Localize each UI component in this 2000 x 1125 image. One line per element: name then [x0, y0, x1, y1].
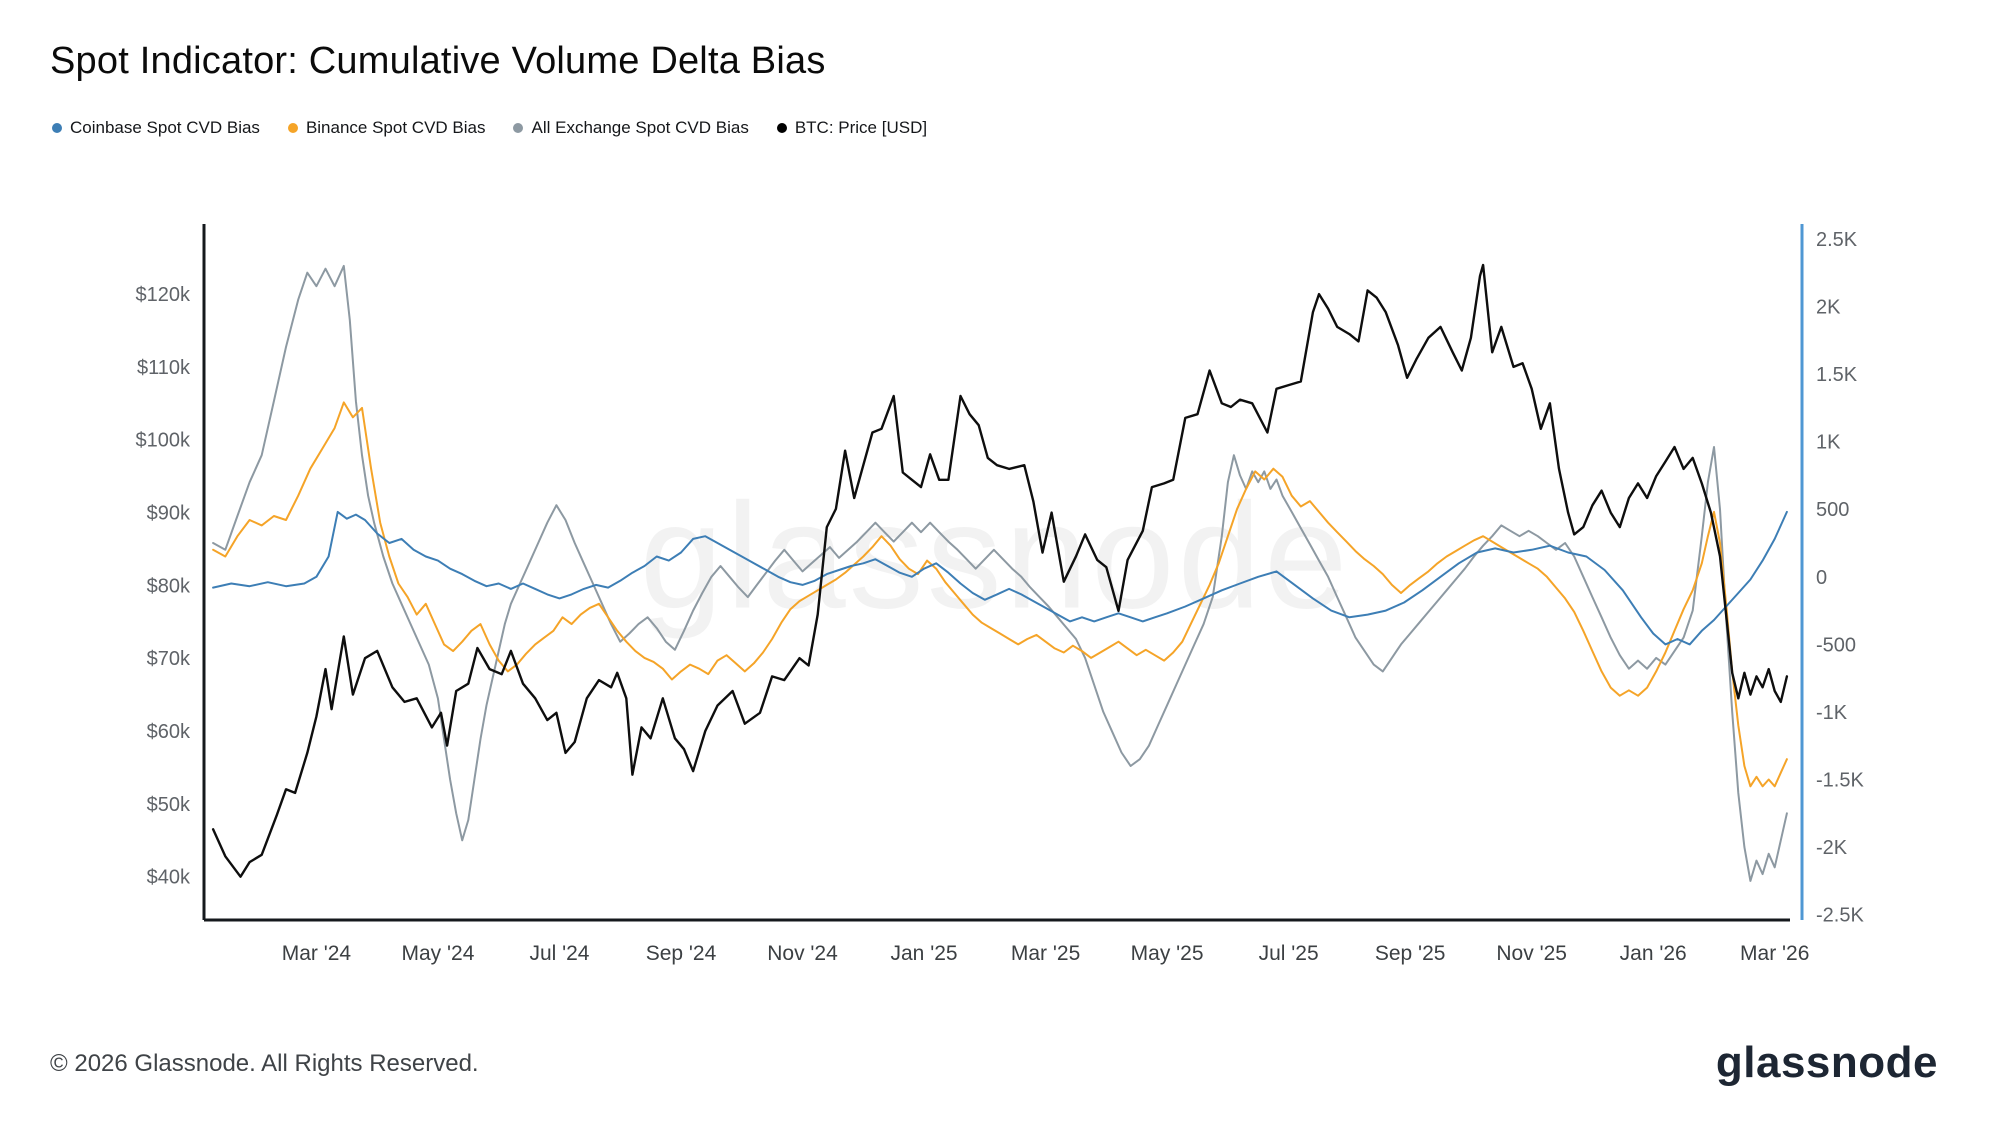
legend-label: Binance Spot CVD Bias: [305, 118, 486, 137]
left-axis-tick-label: $80k: [147, 575, 191, 597]
page-title: Spot Indicator: Cumulative Volume Delta …: [50, 40, 826, 82]
right-axis-tick-label: -500: [1816, 634, 1856, 656]
right-axis-tick-label: -2K: [1816, 837, 1848, 859]
legend-dot-icon: [513, 123, 524, 133]
x-axis-tick-label: Jan '26: [1620, 942, 1687, 965]
x-axis-tick-label: Jan '25: [891, 942, 958, 965]
x-axis-tick-label: Mar '26: [1740, 942, 1809, 965]
legend-item-btc-price-usd-[interactable]: BTC: Price [USD]: [776, 118, 928, 138]
series-line-coinbase-spot-cvd-bias: [212, 510, 1788, 646]
glassnode-logo: glassnode: [1715, 1038, 1938, 1087]
x-axis-tick-label: Sep '25: [1375, 942, 1446, 965]
x-axis-tick-label: Mar '24: [282, 942, 352, 965]
right-axis-tick-label: -1K: [1816, 702, 1848, 724]
left-axis-tick-label: $70k: [147, 648, 191, 670]
plot-area[interactable]: [204, 230, 1796, 916]
legend: Coinbase Spot CVD Bias Binance Spot CVD B…: [52, 118, 927, 138]
left-axis-tick-label: $40k: [147, 867, 191, 889]
left-axis-tick-label: $50k: [147, 794, 191, 816]
right-axis-tick-label: 500: [1816, 499, 1849, 521]
legend-item-coinbase-spot-cvd-bias[interactable]: Coinbase Spot CVD Bias: [52, 118, 260, 138]
x-axis-tick-label: May '25: [1131, 942, 1204, 965]
x-axis-tick-label: Mar '25: [1011, 942, 1080, 965]
right-axis-tick-label: 1K: [1816, 432, 1841, 454]
series-line-btc-price-usd-: [211, 263, 1789, 878]
legend-dot-icon: [287, 123, 298, 133]
left-axis-tick-label: $110k: [137, 357, 191, 379]
series-line-binance-spot-cvd-bias: [212, 401, 1788, 788]
left-axis-tick-label: $120k: [136, 284, 191, 306]
cvd-bias-chart: $40k $50k $60k $70k $80k $90k $100k $110k $120k 2…: [136, 224, 1864, 965]
right-axis-tick-label: 0: [1816, 567, 1827, 589]
x-axis-tick-label: Jul '24: [529, 942, 589, 965]
x-axis-tick-label: May '24: [402, 942, 475, 965]
legend-label: All Exchange Spot CVD Bias: [531, 118, 749, 137]
left-axis-tick-label: $60k: [147, 721, 191, 743]
x-axis-tick-label: Jul '25: [1259, 942, 1319, 965]
x-axis-tick-label: Sep '24: [646, 942, 717, 965]
legend-dot-icon: [52, 123, 62, 133]
right-axis-tick-label: 2.5K: [1816, 229, 1858, 251]
x-axis-tick-label: Nov '24: [767, 942, 838, 965]
legend-label: BTC: Price [USD]: [794, 118, 928, 137]
right-axis-tick-label: -2.5K: [1816, 905, 1864, 927]
copyright-text: © 2026 Glassnode. All Rights Reserved.: [50, 1050, 479, 1077]
legend-dot-icon: [776, 123, 787, 133]
right-axis-tick-label: 2K: [1816, 296, 1841, 318]
left-axis-tick-label: $100k: [136, 430, 191, 452]
left-axis-tick-label: $90k: [147, 503, 191, 525]
legend-item-binance-spot-cvd-bias[interactable]: Binance Spot CVD Bias: [287, 118, 486, 138]
legend-item-all-exchange-spot-cvd-bias[interactable]: All Exchange Spot CVD Bias: [513, 118, 749, 138]
right-axis-tick-label: -1.5K: [1816, 770, 1864, 792]
legend-label: Coinbase Spot CVD Bias: [70, 118, 260, 137]
x-axis-tick-label: Nov '25: [1496, 942, 1567, 965]
right-axis-tick-label: 1.5K: [1816, 364, 1858, 386]
